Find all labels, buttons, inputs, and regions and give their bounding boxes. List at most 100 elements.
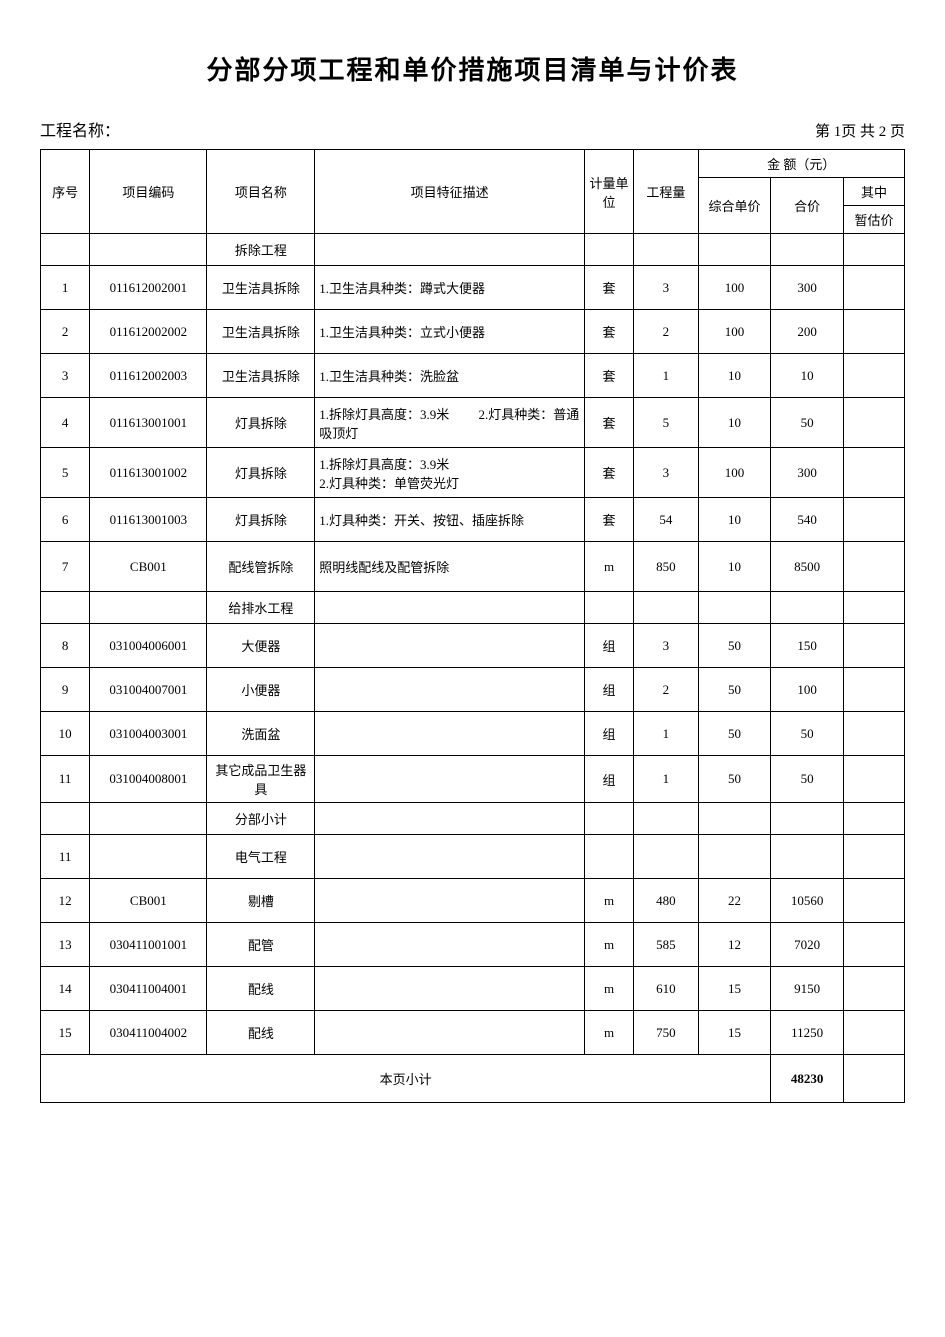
cell-est (843, 234, 904, 266)
cell-desc (315, 712, 585, 756)
cell-desc: 照明线配线及配管拆除 (315, 542, 585, 592)
cell-unit: 套 (584, 310, 633, 354)
table-row: 4011613001001灯具拆除1.拆除灯具高度：3.9米 2.灯具种类：普通… (41, 398, 905, 448)
cell-unit: 套 (584, 448, 633, 498)
cell-unit: 套 (584, 354, 633, 398)
cell-desc (315, 923, 585, 967)
cell-name: 配线 (207, 967, 315, 1011)
document-title: 分部分项工程和单价措施项目清单与计价表 (40, 50, 905, 87)
cell-seq (41, 803, 90, 835)
cell-code: 011613001002 (90, 448, 207, 498)
cell-qty: 850 (634, 542, 698, 592)
cell-desc: 1.卫生洁具种类：立式小便器 (315, 310, 585, 354)
cell-est (843, 879, 904, 923)
cell-name: 配线管拆除 (207, 542, 315, 592)
cell-desc (315, 668, 585, 712)
cell-unit: m (584, 967, 633, 1011)
table-header: 序号 项目编码 项目名称 项目特征描述 计量单位 工程量 金 额（元） 综合单价… (41, 150, 905, 234)
table-row: 5011613001002灯具拆除1.拆除灯具高度：3.9米 2.灯具种类：单管… (41, 448, 905, 498)
cell-code: 030411001001 (90, 923, 207, 967)
cell-desc (315, 1011, 585, 1055)
table-row: 11031004008001其它成品卫生器具组15050 (41, 756, 905, 803)
cell-name: 拆除工程 (207, 234, 315, 266)
project-name-label: 工程名称： (40, 117, 120, 141)
cell-unit: 套 (584, 498, 633, 542)
cell-seq: 6 (41, 498, 90, 542)
cell-code: 031004003001 (90, 712, 207, 756)
cell-total: 9150 (771, 967, 844, 1011)
cell-total: 300 (771, 448, 844, 498)
cell-qty: 585 (634, 923, 698, 967)
table-row: 分部小计 (41, 803, 905, 835)
cell-total (771, 835, 844, 879)
cell-code: CB001 (90, 879, 207, 923)
table-row: 6011613001003灯具拆除1.灯具种类：开关、按钮、插座拆除套54105… (41, 498, 905, 542)
cell-price: 10 (698, 542, 771, 592)
cell-desc (315, 756, 585, 803)
cell-seq: 11 (41, 756, 90, 803)
cell-name: 卫生洁具拆除 (207, 266, 315, 310)
cell-desc: 1.卫生洁具种类：蹲式大便器 (315, 266, 585, 310)
cell-code: 011613001001 (90, 398, 207, 448)
cell-est (843, 803, 904, 835)
cell-name: 灯具拆除 (207, 498, 315, 542)
cell-seq: 11 (41, 835, 90, 879)
cell-total: 50 (771, 398, 844, 448)
cell-name: 给排水工程 (207, 592, 315, 624)
cell-unit (584, 592, 633, 624)
cell-price: 50 (698, 624, 771, 668)
cell-seq (41, 234, 90, 266)
cell-qty: 480 (634, 879, 698, 923)
cell-price: 100 (698, 448, 771, 498)
cell-name: 其它成品卫生器具 (207, 756, 315, 803)
cell-price: 50 (698, 712, 771, 756)
cell-price (698, 803, 771, 835)
cell-name: 配管 (207, 923, 315, 967)
cell-name: 分部小计 (207, 803, 315, 835)
cell-total: 11250 (771, 1011, 844, 1055)
cell-desc (315, 234, 585, 266)
cell-name: 剔槽 (207, 879, 315, 923)
cell-seq: 2 (41, 310, 90, 354)
cell-total (771, 592, 844, 624)
cell-est (843, 498, 904, 542)
cell-seq: 8 (41, 624, 90, 668)
cell-desc (315, 803, 585, 835)
cell-price: 15 (698, 1011, 771, 1055)
cell-qty: 3 (634, 266, 698, 310)
cell-desc: 1.拆除灯具高度：3.9米 2.灯具种类：单管荧光灯 (315, 448, 585, 498)
cell-code (90, 234, 207, 266)
table-row: 14030411004001配线m610159150 (41, 967, 905, 1011)
table-row: 15030411004002配线m7501511250 (41, 1011, 905, 1055)
cell-seq: 1 (41, 266, 90, 310)
cell-code (90, 803, 207, 835)
table-footer: 本页小计 48230 (41, 1055, 905, 1103)
cell-price: 12 (698, 923, 771, 967)
cell-code: 011612002003 (90, 354, 207, 398)
cell-total: 150 (771, 624, 844, 668)
cell-desc (315, 592, 585, 624)
cell-unit: 组 (584, 712, 633, 756)
cell-qty (634, 234, 698, 266)
cell-est (843, 448, 904, 498)
cell-seq: 12 (41, 879, 90, 923)
cell-seq: 3 (41, 354, 90, 398)
cell-seq: 4 (41, 398, 90, 448)
cell-price: 15 (698, 967, 771, 1011)
header-est-price: 暂估价 (843, 206, 904, 234)
cell-seq: 5 (41, 448, 90, 498)
table-row: 13030411001001配管m585127020 (41, 923, 905, 967)
cell-name: 灯具拆除 (207, 398, 315, 448)
footer-total: 48230 (771, 1055, 844, 1103)
cell-unit (584, 803, 633, 835)
table-row: 9031004007001小便器组250100 (41, 668, 905, 712)
cell-total: 10 (771, 354, 844, 398)
cell-qty: 1 (634, 712, 698, 756)
cell-qty: 750 (634, 1011, 698, 1055)
document-header-row: 工程名称： 第 1页 共 2 页 (40, 117, 905, 141)
cell-desc (315, 624, 585, 668)
cell-price: 10 (698, 398, 771, 448)
cell-unit: m (584, 542, 633, 592)
cell-seq: 9 (41, 668, 90, 712)
header-unit: 计量单位 (584, 150, 633, 234)
